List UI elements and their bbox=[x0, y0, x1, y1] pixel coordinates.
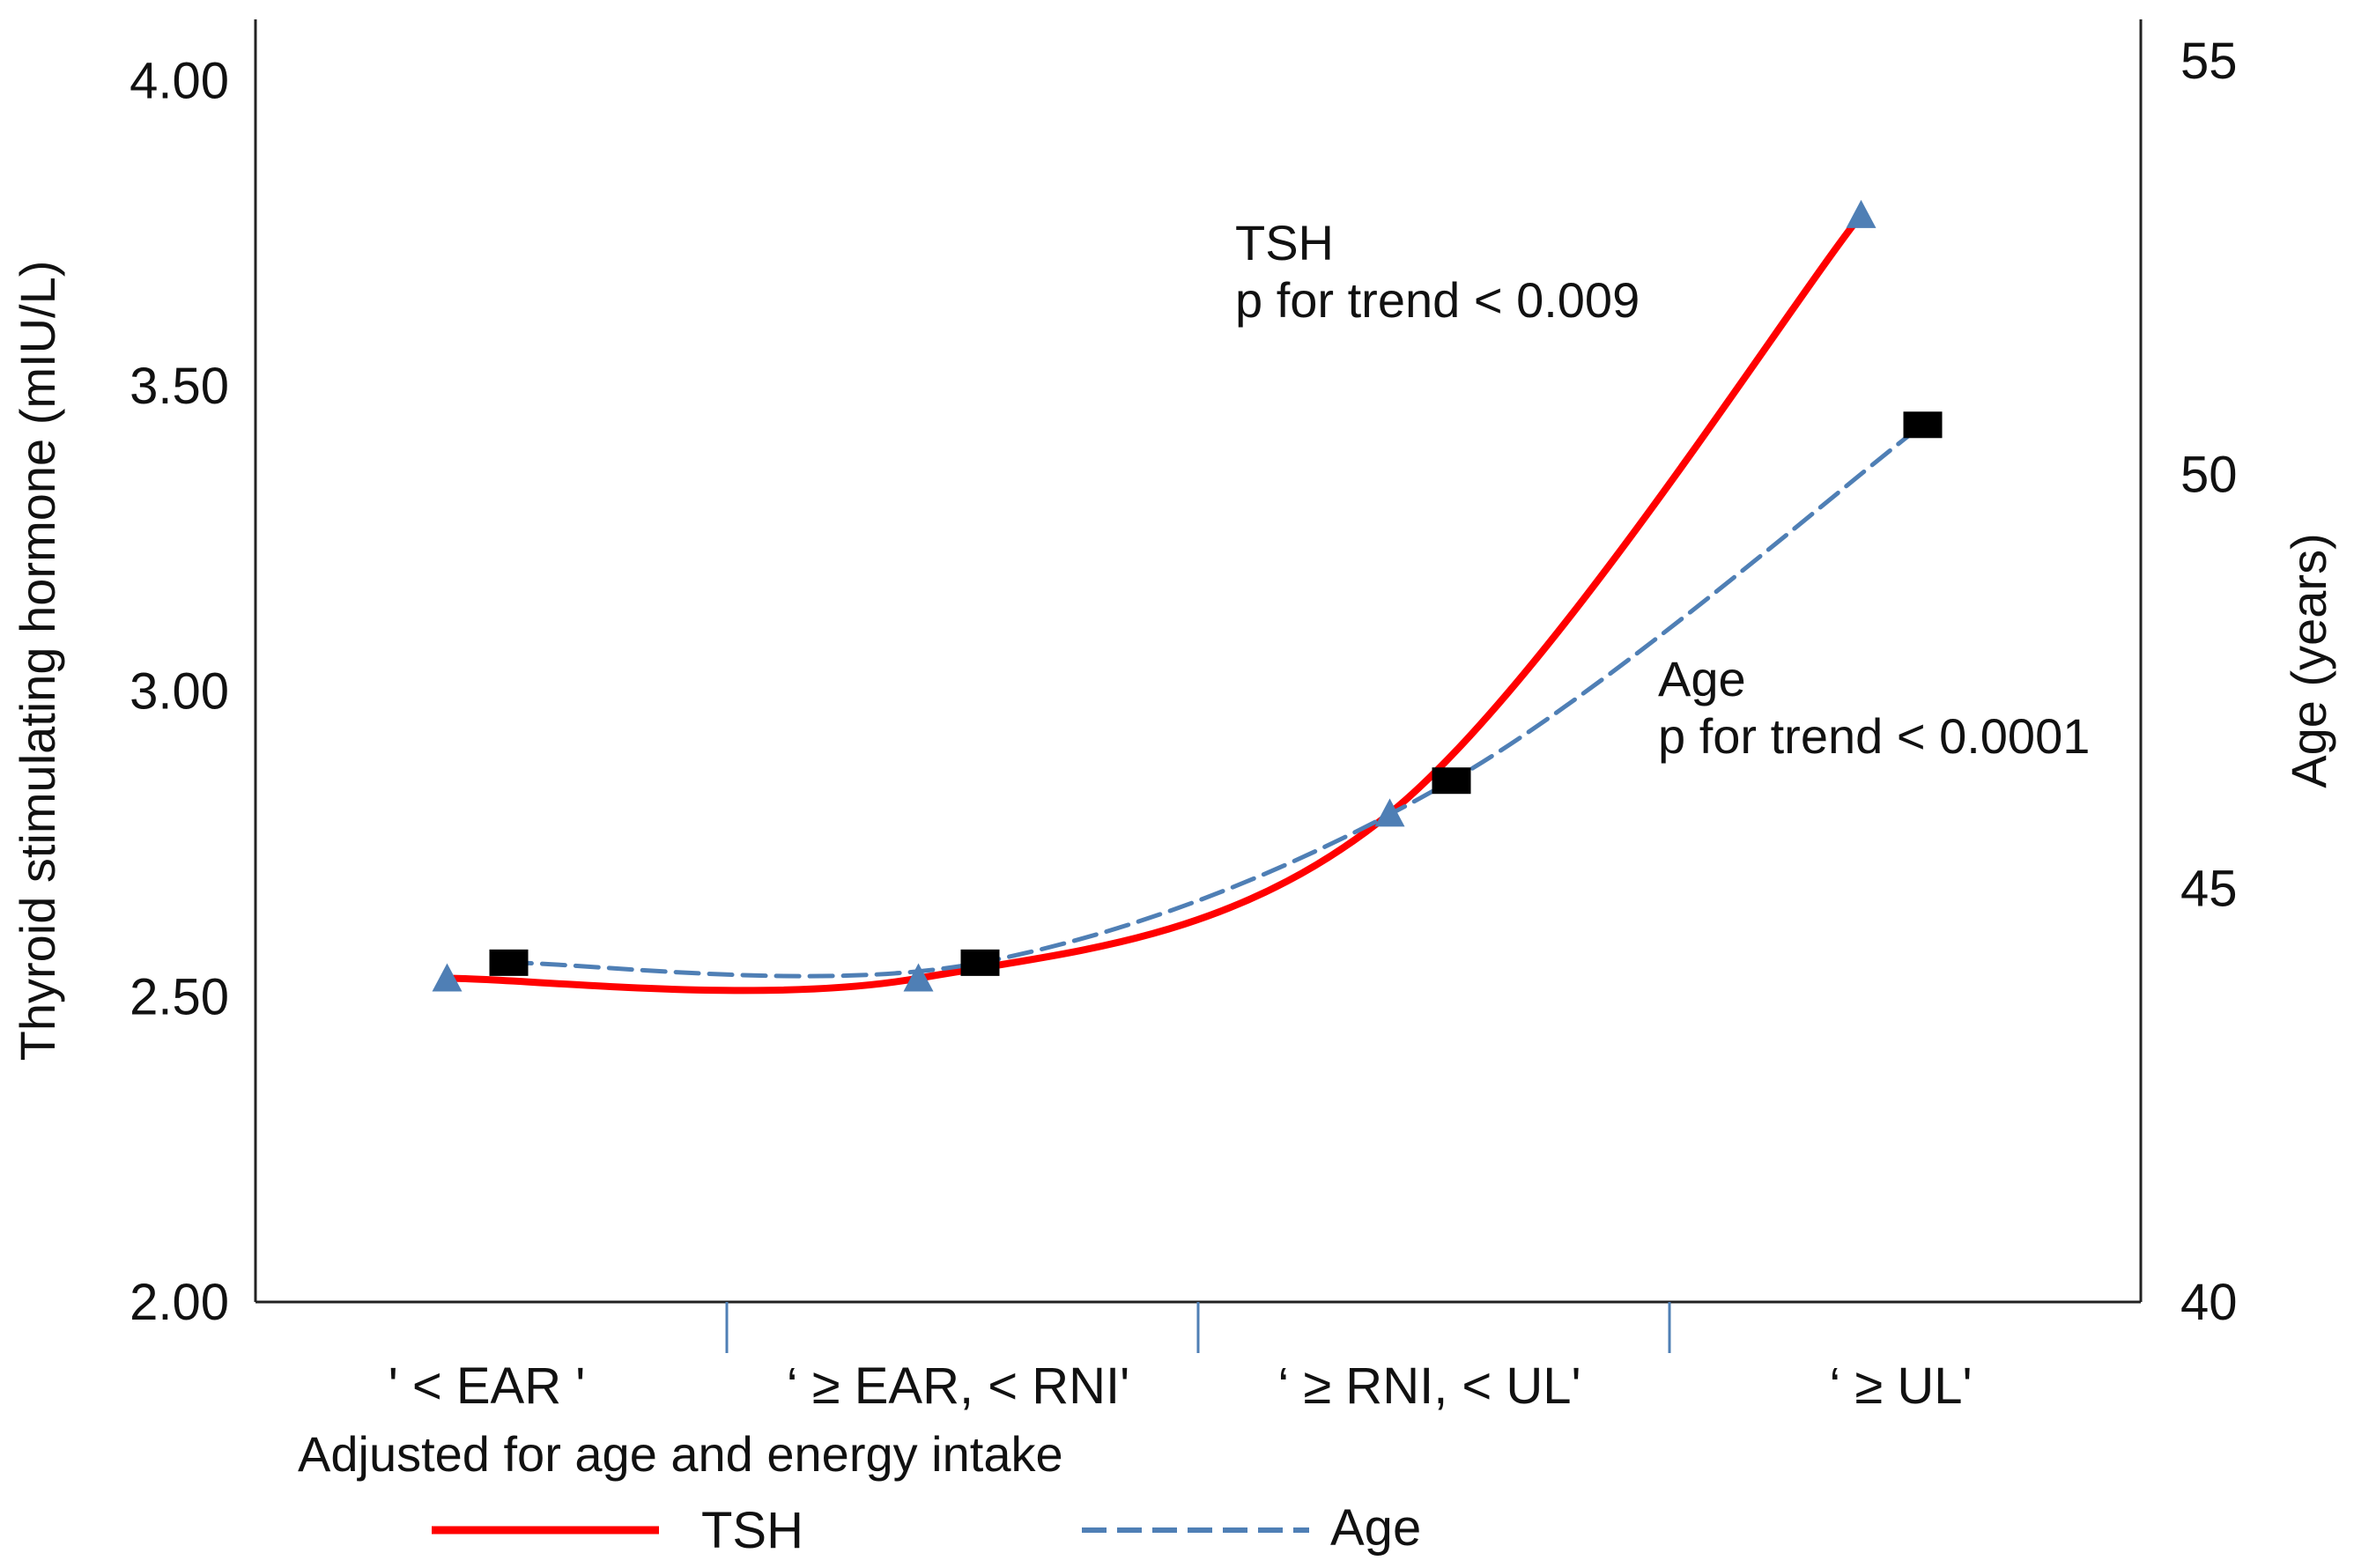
series-marker-tsh bbox=[432, 963, 463, 992]
left-axis-title: Thyroid stimulating hormone (mIU/L) bbox=[10, 261, 65, 1061]
series-marker-tsh bbox=[903, 963, 934, 992]
series-marker-age bbox=[1432, 767, 1471, 795]
series-marker-tsh bbox=[1374, 798, 1405, 827]
right-tick-label: 50 bbox=[2180, 447, 2238, 504]
category-label: ‘ ≥ UL' bbox=[1829, 1357, 1972, 1415]
age-annotation-title: Age bbox=[1658, 651, 1746, 706]
right-axis-ticks: 40 45 50 55 bbox=[2180, 33, 2238, 1331]
marker-layer bbox=[432, 199, 1943, 992]
series-marker-age bbox=[960, 949, 1000, 976]
series-marker-age bbox=[489, 949, 529, 976]
adjustment-note: Adjusted for age and energy intake bbox=[298, 1426, 1063, 1482]
right-axis-title: Age (years) bbox=[2281, 533, 2336, 788]
category-label: ‘ ≥ RNI, < UL' bbox=[1277, 1357, 1580, 1415]
left-axis-ticks: 2.00 2.50 3.00 3.50 4.00 bbox=[130, 52, 229, 1331]
category-label: ' < EAR ' bbox=[389, 1357, 586, 1415]
tsh-annotation-title: TSH bbox=[1235, 215, 1334, 270]
series-line-tsh bbox=[443, 211, 1865, 995]
series-layer bbox=[443, 211, 1925, 995]
right-tick-label: 55 bbox=[2180, 33, 2238, 90]
series-marker-age bbox=[1903, 411, 1943, 439]
legend: TSH Age bbox=[432, 1499, 1421, 1559]
left-tick-label: 3.50 bbox=[130, 358, 229, 415]
category-label: ‘ ≥ EAR, < RNI' bbox=[787, 1357, 1129, 1415]
right-tick-label: 40 bbox=[2180, 1274, 2238, 1331]
legend-tsh-label: TSH bbox=[701, 1502, 803, 1559]
tsh-annotation-trend: p for trend < 0.009 bbox=[1235, 272, 1640, 328]
left-tick-label: 3.00 bbox=[130, 663, 229, 721]
left-tick-label: 2.00 bbox=[130, 1274, 229, 1331]
series-line-age bbox=[507, 422, 1925, 979]
left-tick-label: 4.00 bbox=[130, 52, 229, 109]
legend-age-label: Age bbox=[1330, 1499, 1421, 1557]
age-annotation-trend: p for trend < 0.0001 bbox=[1658, 708, 2090, 764]
series-marker-tsh bbox=[1846, 199, 1877, 228]
category-dividers bbox=[725, 1302, 1671, 1353]
category-labels: ' < EAR ' ‘ ≥ EAR, < RNI' ‘ ≥ RNI, < UL' ‘ … bbox=[389, 1357, 1973, 1415]
left-tick-label: 2.50 bbox=[130, 968, 229, 1025]
right-tick-label: 45 bbox=[2180, 860, 2238, 917]
